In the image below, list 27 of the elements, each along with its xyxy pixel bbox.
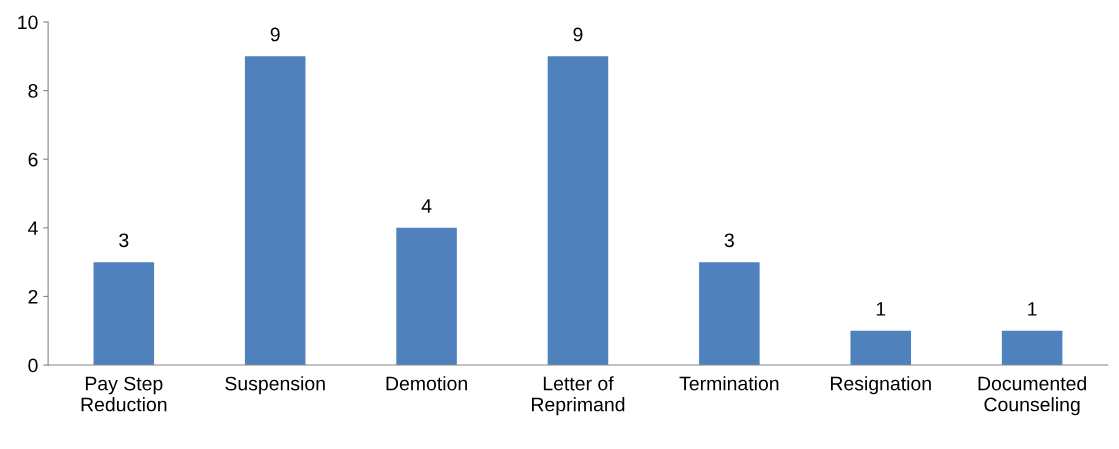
y-tick-label: 6 [28, 152, 38, 167]
bar [396, 227, 457, 366]
bar [93, 262, 155, 366]
data-label: 4 [421, 199, 432, 213]
x-tick-label: Pay Step Reduction [81, 376, 167, 412]
bar [547, 56, 609, 366]
data-label: 3 [724, 233, 734, 248]
y-tick-label: 8 [28, 84, 38, 98]
x-tick-label: Documented Counseling [978, 376, 1086, 416]
x-tick-label: Demotion [386, 376, 467, 391]
data-label: 1 [876, 302, 886, 316]
data-label: 9 [573, 27, 583, 42]
bar [850, 330, 912, 366]
x-tick-label: Letter of Reprimand [532, 376, 625, 416]
x-tick-label: Resignation [830, 376, 931, 395]
y-tick-label: 2 [28, 289, 38, 304]
y-tick-label: 4 [28, 221, 38, 235]
x-tick-label: Termination [679, 376, 779, 391]
bar [244, 56, 306, 366]
y-tick-label: 0 [28, 358, 38, 373]
bar [1001, 330, 1063, 366]
data-label: 1 [1028, 302, 1037, 316]
data-label: 3 [119, 233, 129, 248]
data-label: 9 [270, 27, 280, 42]
x-tick-label: Suspension [225, 376, 325, 395]
bar [699, 262, 760, 366]
y-tick-label: 10 [18, 15, 38, 30]
